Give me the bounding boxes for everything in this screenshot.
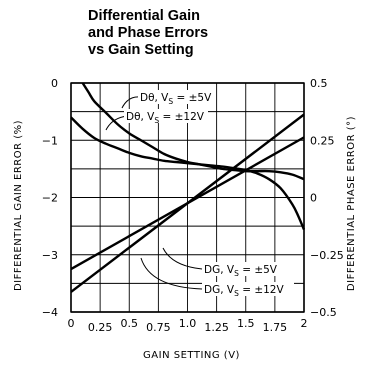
chart-title-line-1: Differential Gain	[88, 8, 200, 24]
y-tick-label-left: −3	[42, 249, 58, 262]
series-lines	[70, 82, 306, 293]
y-tick-label-right: −0.25	[310, 249, 344, 262]
x-tick-label: 0	[68, 317, 75, 330]
annotation-dtheta-12v: Dθ, VS = ±12V	[126, 111, 205, 125]
annotation-dg-5v-backing	[202, 262, 282, 276]
x-tick-label: 1.5	[237, 317, 255, 330]
x-tick-label: 0.25	[88, 321, 113, 334]
y-tick-label-right: 0.25	[310, 134, 335, 147]
y-tick-label-left: −1	[42, 134, 58, 147]
plot-frame	[70, 82, 305, 313]
y-tick-label-left: −2	[42, 192, 58, 205]
x-tick-label: 1.75	[263, 321, 288, 334]
x-tick-label: 0.5	[121, 317, 139, 330]
y-tick-label-right: 0.5	[310, 77, 328, 90]
chart-title-line-2: and Phase Errors	[88, 25, 209, 41]
annotation-dtheta-5v-leader	[121, 96, 141, 109]
y-tick-label-right: 0	[310, 192, 317, 205]
y-tick-label-left: 0	[51, 77, 58, 90]
annotation-dtheta-12v-backing	[124, 109, 208, 123]
x-tick-label: 0.75	[146, 321, 171, 334]
y-axis-label-right: DIFFERENTIAL PHASE ERROR (°)	[346, 116, 357, 291]
y-axis-label-left: DIFFERENTIAL GAIN ERROR (%)	[13, 120, 24, 291]
series-line-dg-12v	[70, 113, 305, 293]
annotation-dtheta-5v: Dθ, VS = ±5V	[140, 92, 212, 106]
chart-title: Differential Gain and Phase Errors vs Ga…	[88, 8, 208, 59]
x-axis-label: GAIN SETTING (V)	[143, 350, 240, 361]
series-line-dtheta-12v	[70, 116, 306, 231]
series-annotations: Dθ, VS = ±5V Dθ, VS = ±12V DG, VS = ±5V DG,…	[124, 90, 294, 298]
y-tick-label-left: −4	[42, 306, 58, 319]
x-tick-label: 2	[301, 317, 308, 330]
annotation-dtheta-5v-backing	[138, 90, 208, 104]
tick-labels: 0 0.25 0.5 0.75 1.0 1.25 1.5 1.75 2 0 −1 −2 −3 −4 0.5 0…	[42, 77, 344, 334]
grid	[70, 82, 305, 313]
y-tick-label-right: −0.5	[310, 306, 337, 319]
annotation-dg-12v-backing	[202, 282, 294, 296]
annotation-dg-5v: DG, VS = ±5V	[204, 264, 278, 278]
annotation-dg-5v-leader	[162, 247, 203, 270]
chart-title-line-3: vs Gain Setting	[88, 42, 194, 58]
annotation-dg-12v: DG, VS = ±12V	[204, 284, 284, 298]
x-tick-label: 1.25	[204, 321, 229, 334]
annotation-dg-12v-leader	[140, 257, 203, 290]
x-tick-label: 1.0	[179, 317, 197, 330]
